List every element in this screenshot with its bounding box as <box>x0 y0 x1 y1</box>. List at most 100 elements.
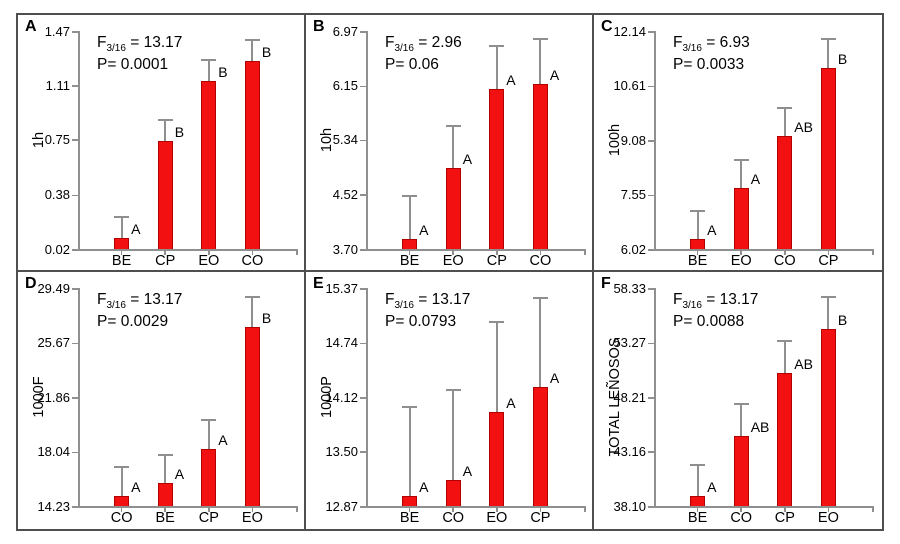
significance-letter: A <box>506 72 516 88</box>
stats-p-line: P= 0.0001 <box>97 56 169 73</box>
error-bar-cap <box>201 58 217 61</box>
y-tick <box>360 451 366 453</box>
error-bar-cap <box>690 464 706 467</box>
bar <box>157 140 173 249</box>
category-label: BE <box>399 510 420 526</box>
stats-p-line: P= 0.0088 <box>673 313 745 330</box>
y-tick <box>648 85 654 87</box>
x-tick <box>496 250 498 255</box>
error-bar <box>408 195 411 239</box>
bar <box>445 167 461 249</box>
significance-letter: A <box>419 222 429 238</box>
y-axis-line <box>654 31 656 251</box>
error-bar <box>251 40 254 62</box>
significance-letter: B <box>174 123 185 140</box>
y-tick <box>648 31 654 33</box>
x-axis-end-tick <box>296 250 298 255</box>
x-axis-end-tick <box>584 507 586 512</box>
x-tick <box>452 250 454 255</box>
chart-panel-C: C 100h F3/16 = 6.93 P= 0.0033 12.14 10.61 9.08… <box>594 15 882 272</box>
y-tick <box>360 506 366 508</box>
error-bar-cap <box>820 38 836 41</box>
significance-letter: AB <box>750 419 770 436</box>
error-bar <box>207 419 210 449</box>
x-axis-end-tick <box>296 507 298 512</box>
y-tick <box>360 342 366 345</box>
bar <box>157 483 173 506</box>
x-tick <box>539 507 542 512</box>
error-bar <box>696 465 699 496</box>
error-bar <box>495 322 498 412</box>
error-bar <box>495 46 498 89</box>
bar <box>114 496 130 506</box>
error-bar-cap <box>244 296 260 299</box>
error-bar <box>120 466 123 496</box>
stats-p-line: P= 0.0793 <box>385 313 457 330</box>
significance-letter: A <box>462 150 473 167</box>
y-tick-label: 18.04 <box>37 444 70 460</box>
category-label: EO <box>486 510 508 526</box>
x-tick <box>164 250 166 255</box>
category-label: CO <box>241 253 264 269</box>
bar <box>201 80 217 249</box>
error-bar-cap <box>777 106 793 109</box>
y-tick <box>72 194 78 197</box>
x-tick <box>208 507 210 512</box>
y-tick-label: 7.55 <box>620 187 646 202</box>
error-bar-cap <box>445 124 461 127</box>
y-tick <box>648 140 654 142</box>
error-bar-cap <box>402 194 418 197</box>
category-label: BE <box>399 253 420 269</box>
category-label: BE <box>687 253 708 269</box>
stats-f-line: F3/16 = 2.96 <box>385 34 462 55</box>
error-bar <box>452 125 455 168</box>
y-tick <box>72 249 78 251</box>
stats-p-line: P= 0.06 <box>385 56 439 73</box>
y-tick <box>360 139 366 142</box>
x-tick <box>827 250 830 255</box>
x-axis-line <box>654 506 874 508</box>
panel-letter: A <box>25 18 37 35</box>
error-bar <box>827 296 830 329</box>
y-tick-label: 13.50 <box>325 443 358 459</box>
x-tick <box>696 507 699 512</box>
bar <box>445 479 461 506</box>
significance-letter: B <box>837 311 848 328</box>
y-axis-line <box>78 31 80 251</box>
stats-p-line: P= 0.0029 <box>97 313 169 330</box>
x-tick <box>251 507 254 512</box>
y-axis-line <box>78 288 80 508</box>
category-label: CP <box>818 253 839 269</box>
error-bar-cap <box>244 39 260 42</box>
error-bar <box>696 211 699 240</box>
y-tick <box>72 139 78 141</box>
y-tick-label: 15.37 <box>325 280 358 296</box>
category-label: EO <box>442 253 464 269</box>
y-tick-label: 0.38 <box>44 187 70 203</box>
y-tick-label: 29.49 <box>37 280 70 296</box>
y-tick-label: 1.47 <box>44 23 70 39</box>
error-bar-cap <box>690 210 706 213</box>
category-label: EO <box>241 510 263 526</box>
significance-letter: A <box>549 370 560 387</box>
y-tick <box>648 506 654 508</box>
category-label: EO <box>817 510 839 526</box>
chart-panel-B: B 10h F3/16 = 2.96 P= 0.06 6.97 6.15 5.34 4.52 3… <box>306 15 594 272</box>
bar <box>402 496 418 506</box>
x-tick <box>251 250 254 255</box>
significance-letter: A <box>218 431 228 448</box>
bar <box>532 83 548 249</box>
stats-f-line: F3/16 = 13.17 <box>97 291 183 312</box>
error-bar <box>251 297 254 327</box>
error-bar-cap <box>820 295 836 298</box>
y-tick <box>648 342 654 345</box>
category-label: EO <box>198 253 220 269</box>
chart-panel-F: F TOTAL LEÑOSOS F3/16 = 13.17 P= 0.0088 58.3… <box>594 272 882 529</box>
significance-letter: AB <box>794 356 813 373</box>
category-label: CP <box>774 510 795 526</box>
y-tick-label: 14.12 <box>325 389 358 405</box>
error-bar <box>207 59 210 81</box>
x-tick <box>696 250 699 255</box>
category-label: BE <box>155 510 175 526</box>
